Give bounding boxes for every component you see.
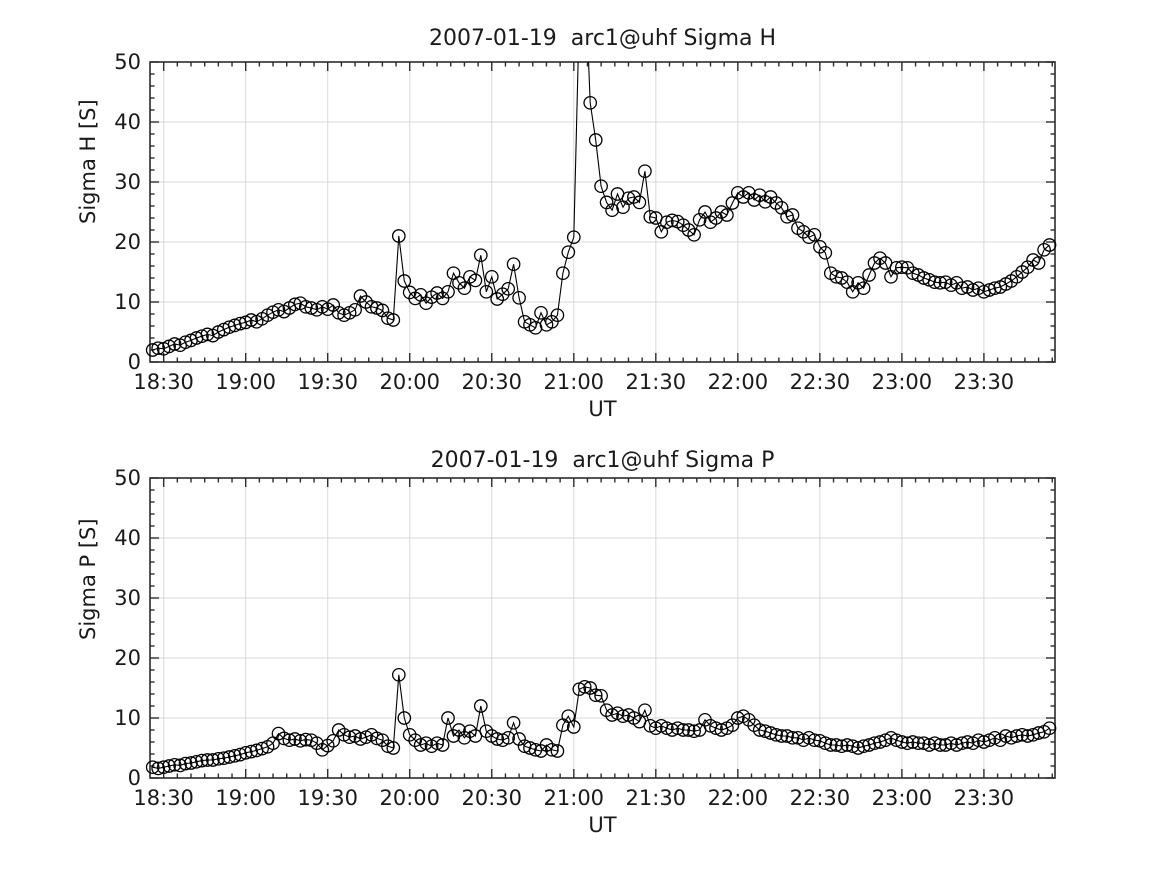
svg-text:22:00: 22:00 [708,370,769,394]
tick-labels: 18:30 19:00 19:30 20:00 20:30 21:00 21:30 22:00… [114,50,1014,394]
axis-ticks [150,477,1055,779]
sigma-p-title: 2007-01-19 arc1@uhf Sigma P [430,448,775,473]
svg-text:19:00: 19:00 [215,786,276,810]
svg-text:50: 50 [114,466,141,490]
svg-text:18:30: 18:30 [133,786,194,810]
svg-text:40: 40 [114,526,141,550]
svg-text:10: 10 [114,706,141,730]
svg-text:23:00: 23:00 [872,786,933,810]
svg-text:23:30: 23:30 [954,786,1015,810]
svg-text:20: 20 [114,646,141,670]
data-line [152,62,1050,351]
sigma-h-title: 2007-01-19 arc1@uhf Sigma H [428,26,777,51]
svg-text:18:30: 18:30 [133,370,194,394]
svg-text:10: 10 [114,290,141,314]
svg-text:19:30: 19:30 [297,786,358,810]
svg-text:21:30: 21:30 [626,370,687,394]
plot-box [149,477,1056,779]
svg-text:20:30: 20:30 [462,786,523,810]
svg-text:19:00: 19:00 [215,370,276,394]
svg-text:21:30: 21:30 [626,786,687,810]
svg-text:22:30: 22:30 [790,786,851,810]
sigma-h-panel: 2007-01-19 arc1@uhf Sigma H Sigma H [S] … [0,0,1167,437]
sigma-p-panel: 2007-01-19 arc1@uhf Sigma P Sigma P [S] … [0,437,1167,875]
sigma-h-x-axis-label: UT [588,397,617,421]
svg-text:20:00: 20:00 [379,370,440,394]
svg-text:22:00: 22:00 [708,786,769,810]
svg-text:50: 50 [114,50,141,74]
svg-text:40: 40 [114,110,141,134]
tick-labels: 18:30 19:00 19:30 20:00 20:30 21:00 21:30 22:00… [114,466,1014,810]
sigma-p-plot-area: 18:30 19:00 19:30 20:00 20:30 21:00 21:30 22:00… [114,466,1057,810]
svg-text:0: 0 [128,350,141,374]
data-line [152,674,1050,769]
svg-text:19:30: 19:30 [297,370,358,394]
svg-text:23:00: 23:00 [872,370,933,394]
svg-text:23:30: 23:30 [954,370,1015,394]
axis-ticks [150,61,1055,363]
svg-text:30: 30 [114,586,141,610]
svg-text:0: 0 [128,766,141,790]
svg-text:30: 30 [114,170,141,194]
data-markers [145,95,1057,357]
sigma-h-plot-area: 18:30 19:00 19:30 20:00 20:30 21:00 21:30 22:00… [114,50,1057,394]
svg-text:21:00: 21:00 [544,370,605,394]
data-markers [145,667,1057,776]
svg-text:20: 20 [114,230,141,254]
sigma-p-x-axis-label: UT [588,813,617,837]
svg-text:20:00: 20:00 [379,786,440,810]
svg-text:21:00: 21:00 [544,786,605,810]
svg-text:22:30: 22:30 [790,370,851,394]
svg-text:20:30: 20:30 [462,370,523,394]
plot-box [149,61,1056,363]
